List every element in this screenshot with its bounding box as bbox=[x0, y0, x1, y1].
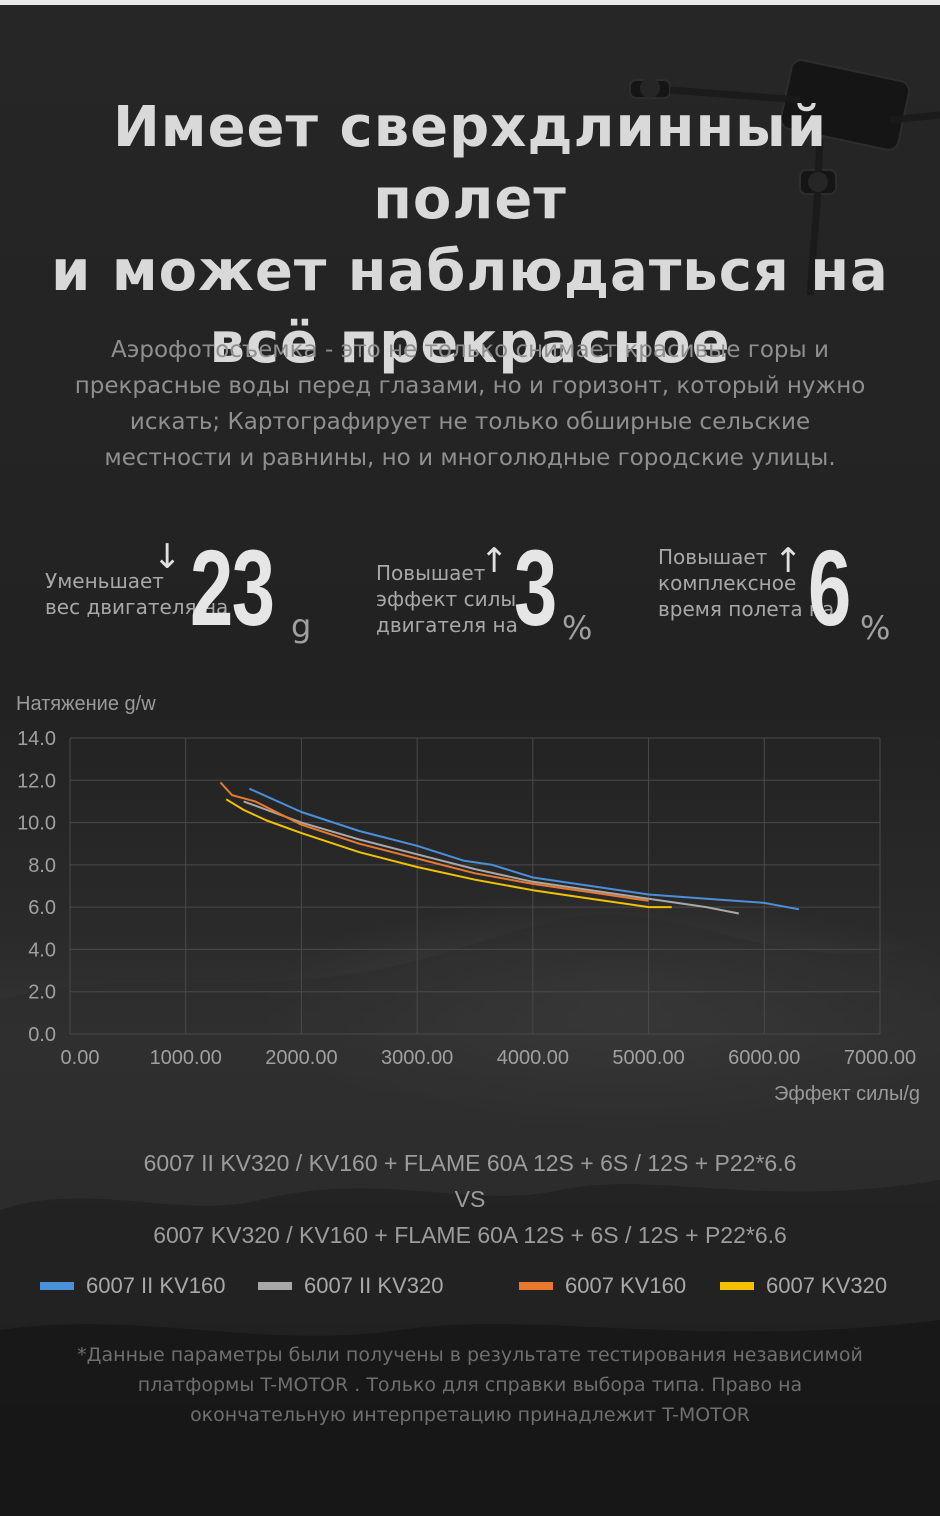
landscape-silhouette bbox=[0, 914, 940, 1516]
stat-unit: % bbox=[562, 609, 593, 647]
x-tick-label: 2000.00 bbox=[265, 1047, 337, 1069]
x-tick-label: 1000.00 bbox=[150, 1047, 222, 1069]
chart-series bbox=[219, 781, 800, 915]
x-tick-label: 7000.00 bbox=[844, 1047, 916, 1069]
intro-line: местности и равнины, но и многолюдные го… bbox=[104, 445, 836, 471]
arrow-up-icon: ↑ bbox=[480, 541, 509, 581]
y-tick-label: 8.0 bbox=[28, 855, 56, 877]
legend-label: 6007 II KV160 bbox=[86, 1273, 226, 1298]
series-line bbox=[219, 781, 649, 902]
y-tick-label: 12.0 bbox=[17, 770, 56, 792]
model-vs: VS bbox=[454, 1186, 486, 1212]
intro-paragraph: Аэрофотосъемка - это не только снимает к… bbox=[60, 332, 880, 476]
legend-swatch bbox=[40, 1282, 74, 1290]
title-line: Имеет сверхдлинный полет bbox=[112, 95, 828, 232]
model-line: 6007 II KV320 / KV160 + FLAME 60A 12S + … bbox=[143, 1150, 797, 1176]
legend-item: 6007 II KV320 bbox=[258, 1268, 443, 1304]
stat-motor-weight: Уменьшает вес двигателя на ↓ 23 g bbox=[45, 534, 335, 660]
intro-line: Аэрофотосъемка - это не только снимает к… bbox=[111, 337, 829, 363]
y-tick-label: 4.0 bbox=[28, 939, 56, 961]
footnote-line: окончательную интерпретацию принадлежит … bbox=[190, 1404, 750, 1426]
x-axis-label: Эффект силы/g bbox=[774, 1083, 920, 1105]
x-tick-label: 4000.00 bbox=[497, 1047, 569, 1069]
y-tick-labels: 0.0 2.0 4.0 6.0 8.0 10.0 12.0 14.0 bbox=[17, 728, 56, 1046]
y-tick-label: 14.0 bbox=[17, 728, 56, 750]
footnote-line: *Данные параметры были получены в резуль… bbox=[77, 1344, 863, 1366]
stat-label: Уменьшает вес двигателя на bbox=[45, 569, 229, 619]
drone-icon bbox=[629, 59, 940, 296]
y-tick-label: 10.0 bbox=[17, 813, 56, 835]
page-title: Имеет сверхдлинный полет и может наблюда… bbox=[40, 92, 900, 380]
top-divider bbox=[0, 0, 940, 5]
legend-label: 6007 KV160 bbox=[565, 1273, 687, 1298]
intro-line: искать; Картографирует не только обширны… bbox=[129, 409, 811, 435]
legend-label: 6007 II KV320 bbox=[304, 1273, 444, 1298]
intro-line: прекрасные воды перед глазами, но и гори… bbox=[74, 373, 866, 399]
y-tick-label: 0.0 bbox=[28, 1024, 56, 1046]
series-line bbox=[243, 800, 739, 915]
stat-label: Повышает комплексное время полета на bbox=[658, 545, 835, 621]
legend-label: 6007 KV320 bbox=[766, 1273, 888, 1298]
y-tick-label: 6.0 bbox=[28, 897, 56, 919]
stat-value: 23 bbox=[190, 527, 275, 648]
series-line bbox=[225, 798, 672, 909]
title-line: всё прекрасное bbox=[209, 311, 731, 376]
footnote-line: платформы T-MOTOR . Только для справки в… bbox=[137, 1374, 803, 1396]
arrow-up-icon: ↑ bbox=[774, 541, 803, 581]
model-comparison: 6007 II KV320 / KV160 + FLAME 60A 12S + … bbox=[100, 1145, 840, 1253]
stat-label: Повышает эффект силы двигателя на bbox=[376, 561, 518, 637]
y-tick-label: 2.0 bbox=[28, 982, 56, 1004]
footnote: *Данные параметры были получены в резуль… bbox=[50, 1340, 890, 1430]
x-tick-label: 3000.00 bbox=[381, 1047, 453, 1069]
stat-value: 6 bbox=[808, 527, 851, 648]
stat-value: 3 bbox=[514, 527, 557, 648]
x-tick-label: 0.00 bbox=[61, 1047, 100, 1069]
legend-swatch bbox=[258, 1282, 292, 1290]
y-axis-label: Натяжение g/w bbox=[16, 693, 156, 715]
thrust-efficiency-chart: Натяжение g/w 0.0 2.0 4.0 6.0 8.0 10.0 12.0 14.… bbox=[16, 693, 920, 1105]
stat-unit: g bbox=[291, 607, 312, 645]
x-tick-label: 5000.00 bbox=[612, 1047, 684, 1069]
arrow-down-icon: ↓ bbox=[153, 537, 182, 577]
series-line bbox=[248, 787, 800, 911]
legend-item: 6007 KV320 bbox=[720, 1268, 887, 1304]
chart-legend: 6007 II KV160 6007 II KV320 6007 KV160 6… bbox=[0, 1268, 940, 1304]
legend-swatch bbox=[720, 1282, 754, 1290]
legend-swatch bbox=[519, 1282, 553, 1290]
model-line: 6007 KV320 / KV160 + FLAME 60A 12S + 6S … bbox=[153, 1222, 787, 1248]
x-tick-label: 6000.00 bbox=[728, 1047, 800, 1069]
stat-thrust-efficiency: Повышает эффект силы двигателя на ↑ 3 % bbox=[376, 534, 616, 660]
stat-unit: % bbox=[860, 609, 891, 647]
x-tick-labels: 0.00 1000.00 2000.00 3000.00 4000.00 5000.00 6… bbox=[61, 1047, 917, 1069]
stat-flight-time: Повышает комплексное время полета на ↑ 6… bbox=[658, 534, 908, 660]
title-line: и может наблюдаться на bbox=[51, 239, 889, 304]
chart-grid bbox=[69, 737, 881, 1035]
legend-item: 6007 II KV160 bbox=[40, 1268, 225, 1304]
legend-item: 6007 KV160 bbox=[519, 1268, 686, 1304]
